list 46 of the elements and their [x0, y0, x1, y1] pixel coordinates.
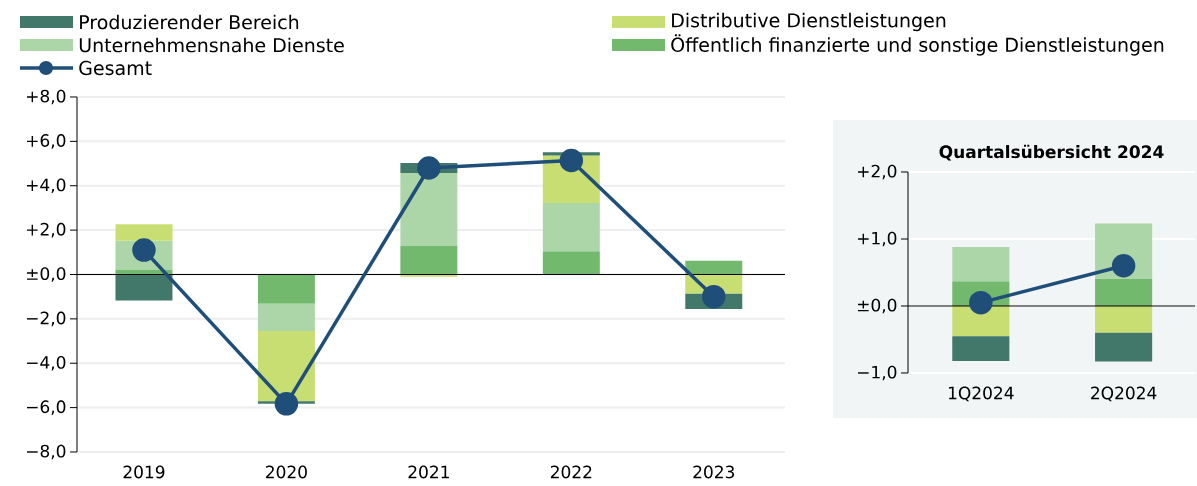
- y-tick-label: −2,0: [27, 311, 66, 327]
- x-tick-label: 2Q2024: [1091, 386, 1157, 402]
- point: [274, 392, 299, 416]
- y-tick-label: +4,0: [27, 178, 66, 194]
- legend-label: Öffentlich finanzierte und sonstige Dienstleistungen: [671, 34, 1164, 56]
- bar: [115, 224, 173, 241]
- bar: [542, 251, 600, 275]
- bar: [952, 336, 1010, 361]
- x-tick-label: 2022: [550, 465, 592, 479]
- y-tick-label: −1,0: [857, 365, 897, 381]
- chart-title: Quartalsübersicht 2024: [939, 144, 1164, 161]
- bar: [1095, 278, 1153, 306]
- point: [559, 148, 584, 173]
- legend-label: Distributive Dienstleistungen: [672, 12, 946, 32]
- y-tick-label: ±0,0: [857, 298, 897, 314]
- x-tick-label: 2019: [123, 465, 165, 479]
- legend-label: Unternehmensnahe Dienste: [79, 37, 344, 53]
- y-tick-label: +2,0: [27, 222, 66, 238]
- y-tick-label: +8,0: [27, 89, 66, 105]
- point: [702, 284, 726, 309]
- bar: [400, 246, 458, 275]
- y-tick-label: +1,0: [857, 231, 897, 247]
- bar: [115, 274, 173, 301]
- point: [417, 156, 441, 180]
- bar: [400, 274, 458, 277]
- bar: [257, 303, 315, 332]
- point: [132, 238, 156, 262]
- x-tick-label: 2020: [266, 465, 307, 479]
- x-tick-label: 1Q2024: [948, 386, 1014, 402]
- legend-label: Produzierender Bereich: [80, 14, 299, 30]
- x-tick-label: 2023: [693, 465, 735, 479]
- bar: [542, 203, 600, 252]
- x-tick-label: 2021: [408, 465, 449, 479]
- bar: [1095, 305, 1153, 333]
- y-tick-label: −4,0: [27, 355, 66, 371]
- y-tick-label: −6,0: [27, 400, 66, 415]
- y-tick-label: +2,0: [857, 164, 897, 180]
- bar: [1095, 332, 1153, 362]
- legend-label: Gesamt: [79, 60, 152, 76]
- bar: [400, 173, 458, 247]
- bar: [952, 247, 1010, 282]
- bar: [685, 260, 743, 275]
- bar: [257, 274, 315, 304]
- y-tick-label: +6,0: [27, 134, 66, 149]
- y-tick-label: ±0,0: [27, 267, 66, 282]
- y-tick-label: −8,0: [27, 444, 66, 460]
